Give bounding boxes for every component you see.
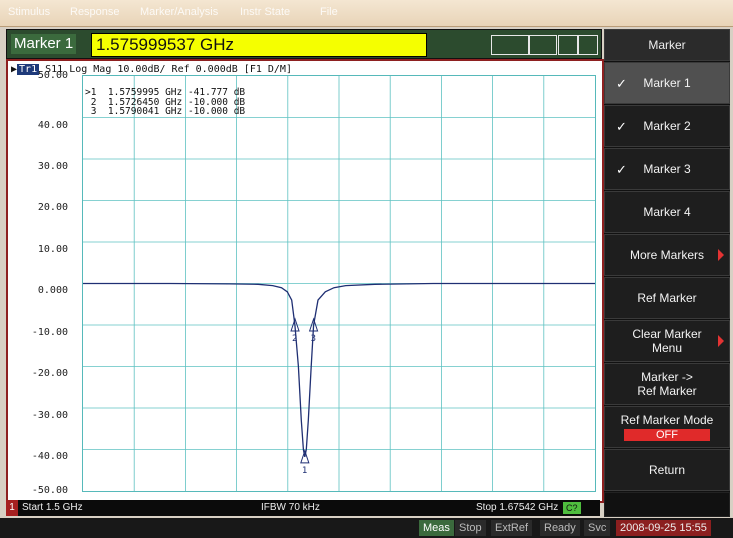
ref-marker-mode-value: OFF — [624, 429, 710, 441]
calibration-badge: C? — [563, 502, 581, 514]
date-time: 2008-09-25 15:55 — [616, 520, 711, 536]
y-tick-label: 40.00 — [37, 120, 68, 131]
marker-4-label: Marker 4 — [643, 205, 691, 219]
menu-file[interactable]: File — [320, 6, 338, 18]
menu-response[interactable]: Response — [70, 6, 120, 18]
marker-3-label: 3 — [311, 334, 316, 344]
marker-3-symbol[interactable] — [308, 317, 319, 332]
channel-number[interactable]: 1 — [6, 500, 18, 516]
marker-2-label: Marker 2 — [643, 119, 691, 133]
marker-to-ref-label-2: Ref Marker — [637, 384, 697, 398]
softkey-empty — [604, 492, 730, 517]
entry-spin-icon[interactable] — [491, 35, 529, 55]
marker-readout-row: >1 1.5759995 GHz -41.777 dB — [85, 87, 246, 98]
menu-stimulus[interactable]: Stimulus — [8, 6, 51, 18]
trace-tag[interactable]: Tr1 — [17, 64, 40, 75]
trace-settings: S11 Log Mag 10.00dB/ Ref 0.000dB [F1 D/M… — [45, 64, 292, 75]
y-tick-label: 30.00 — [37, 161, 68, 172]
y-tick-label: -10.00 — [31, 327, 68, 338]
y-tick-label: 0.000 — [37, 285, 68, 296]
marker-readout-table: >1 1.5759995 GHz -41.777 dB 2 1.5726450 … — [85, 88, 245, 117]
marker-1-label: 1 — [302, 466, 307, 476]
marker-frequency-input[interactable]: 1.575999537 GHz — [91, 33, 427, 57]
more-markers-label: More Markers — [629, 248, 704, 262]
y-tick-label: 20.00 — [37, 202, 68, 213]
instrument-status-bar: Meas Stop ExtRef Ready Svc 2008-09-25 15… — [0, 518, 733, 538]
clear-marker-label-2: Menu — [651, 341, 683, 355]
marker-3-label: Marker 3 — [643, 162, 691, 176]
marker-1-label: Marker 1 — [643, 76, 691, 90]
trace-plot[interactable]: 1 2 3 — [82, 75, 596, 492]
clear-marker-menu-button[interactable]: Clear Marker Menu — [604, 320, 730, 362]
menu-instr-state[interactable]: Instr State — [240, 6, 291, 18]
measurement-window: ▶ Tr1 S11 Log Mag 10.00dB/ Ref 0.000dB [F… — [6, 59, 604, 503]
marker-entry-label: Marker 1 — [11, 34, 77, 54]
marker-entry-bar: Marker 1 1.575999537 GHz — [6, 29, 602, 59]
y-tick-label: 50.00 — [37, 70, 68, 81]
marker-1-symbol[interactable] — [300, 449, 310, 464]
start-frequency[interactable]: Start 1.5 GHz — [22, 502, 83, 513]
submenu-arrow-icon — [718, 249, 724, 261]
marker-readout-row: 3 1.5790041 GHz -10.000 dB — [85, 106, 246, 117]
y-tick-label: -50.00 — [31, 485, 68, 496]
marker-readout-row: 2 1.5726450 GHz -10.000 dB — [85, 96, 246, 108]
marker-2-button[interactable]: ✓ Marker 2 — [604, 105, 730, 147]
extref-indicator: ExtRef — [491, 520, 533, 536]
y-tick-label: -40.00 — [31, 451, 68, 462]
submenu-arrow-icon — [718, 335, 724, 347]
ref-marker-label: Ref Marker — [637, 291, 697, 305]
check-icon: ✓ — [616, 76, 627, 91]
ref-marker-button[interactable]: Ref Marker — [604, 277, 730, 319]
trace-header: ▶ Tr1 S11 Log Mag 10.00dB/ Ref 0.000dB [F… — [11, 64, 292, 75]
more-markers-button[interactable]: More Markers — [604, 234, 730, 276]
return-button[interactable]: Return — [604, 449, 730, 491]
y-tick-label: -30.00 — [31, 410, 68, 421]
entry-step-icon[interactable] — [529, 35, 557, 55]
entry-close-icon[interactable] — [578, 35, 598, 55]
softkey-menu-title: Marker — [604, 29, 730, 61]
check-icon: ✓ — [616, 162, 627, 177]
channel-status-bar: 1 Start 1.5 GHz IFBW 70 kHz Stop 1.67542… — [6, 500, 600, 516]
marker-4-button[interactable]: Marker 4 — [604, 191, 730, 233]
ifbw-value[interactable]: IFBW 70 kHz — [261, 502, 320, 513]
entry-enter-icon[interactable] — [558, 35, 578, 55]
marker-1-button[interactable]: ✓ Marker 1 — [604, 62, 730, 104]
menu-marker-analysis[interactable]: Marker/Analysis — [140, 6, 219, 18]
marker-3-button[interactable]: ✓ Marker 3 — [604, 148, 730, 190]
marker-to-ref-label: Marker -> — [641, 370, 693, 384]
softkey-panel: Marker ✓ Marker 1 ✓ Marker 2 ✓ Marker 3 Mar… — [604, 29, 730, 517]
check-icon: ✓ — [616, 119, 627, 134]
clear-marker-label: Clear Marker — [632, 327, 702, 341]
return-label: Return — [648, 463, 686, 477]
marker-2-label: 2 — [292, 334, 297, 344]
marker-2-symbol[interactable] — [290, 317, 300, 332]
marker-to-ref-button[interactable]: Marker -> Ref Marker — [604, 363, 730, 405]
y-tick-label: 10.00 — [37, 244, 68, 255]
stop-frequency[interactable]: Stop 1.67542 GHz — [476, 502, 559, 513]
ref-marker-mode-button[interactable]: Ref Marker Mode OFF — [604, 406, 730, 448]
y-tick-label: -20.00 — [31, 368, 68, 379]
svc-indicator: Svc — [584, 520, 611, 536]
stop-indicator: Stop — [455, 520, 486, 536]
menu-bar: Stimulus Response Marker/Analysis Instr … — [0, 0, 733, 27]
ref-marker-mode-label: Ref Marker Mode — [620, 413, 714, 427]
ready-indicator: Ready — [540, 520, 580, 536]
meas-indicator: Meas — [419, 520, 454, 536]
